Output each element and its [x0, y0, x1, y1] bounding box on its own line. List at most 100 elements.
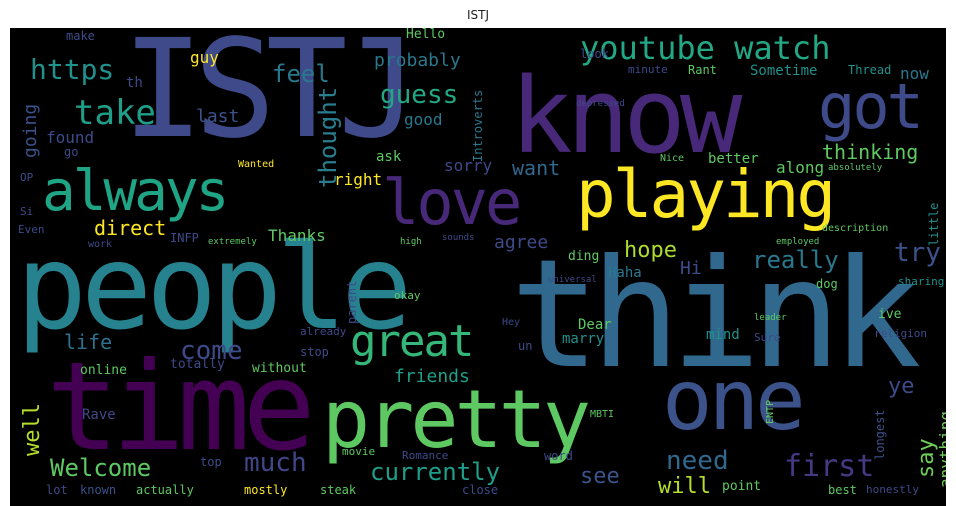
word-good: good	[404, 110, 443, 129]
word-youtube-watch: youtube watch	[580, 29, 831, 67]
word-ive: ive	[878, 307, 902, 322]
word-ask: ask	[376, 149, 402, 165]
word-go: go	[64, 145, 79, 159]
word-agree: agree	[494, 232, 549, 253]
word-steak: steak	[320, 483, 357, 497]
word-nice: Nice	[660, 153, 685, 164]
word-religion: religion	[874, 327, 927, 340]
word-try: try	[894, 238, 941, 268]
word-guy: guy	[190, 48, 219, 67]
word-movie: movie	[342, 445, 376, 458]
word-employed: employed	[776, 237, 820, 247]
word-guess: guess	[380, 80, 459, 110]
word-got: got	[818, 70, 924, 143]
word-leader: leader	[754, 313, 787, 323]
word-un: un	[518, 339, 533, 353]
word-close: close	[462, 483, 499, 497]
word-ye: ye	[888, 374, 915, 399]
word-extremely: extremely	[208, 237, 257, 247]
word-always: always	[42, 159, 229, 224]
word-mbti: MBTI	[590, 409, 615, 420]
word-take: take	[74, 93, 156, 133]
word-first: first	[784, 449, 875, 484]
word-little: little	[927, 202, 941, 246]
word-longest: longest	[873, 409, 887, 460]
word-playing: playing	[576, 156, 836, 233]
word-universal: universal	[548, 275, 597, 285]
word-feel: feel	[272, 60, 330, 88]
word-si: Si	[20, 205, 34, 218]
word-think: think	[510, 228, 922, 402]
word-th: th	[126, 75, 143, 91]
word-right: right	[334, 170, 383, 189]
word-description: description	[822, 223, 889, 234]
word-sharing: sharing	[898, 275, 945, 288]
word-thinking: thinking	[822, 140, 919, 164]
word-parent: parent	[345, 280, 359, 324]
word-dear: Dear	[578, 317, 612, 333]
word-great: great	[350, 316, 474, 367]
word-minute: minute	[628, 63, 668, 76]
word-dog: dog	[816, 277, 838, 291]
word-thread: Thread	[848, 63, 892, 77]
word-online: online	[80, 363, 127, 378]
word-one: one	[662, 351, 806, 449]
word-without: without	[252, 361, 307, 376]
word-high: high	[400, 237, 422, 247]
word-op: OP	[20, 171, 34, 184]
word-need: need	[666, 446, 729, 476]
word-okay: okay	[394, 289, 421, 302]
word-actually: actually	[136, 483, 194, 497]
word-now: now	[900, 64, 929, 83]
word-haha: Haha	[608, 265, 642, 281]
word-cloud: people think ISTJ know time pretty one p…	[10, 28, 946, 506]
word-found: found	[46, 128, 95, 147]
word-sure: Sure	[754, 331, 781, 344]
word-introverts: Introverts	[471, 89, 485, 162]
word-probably: probably	[374, 50, 461, 71]
word-really: really	[752, 246, 839, 274]
word-hey: Hey	[502, 317, 521, 328]
word-know: know	[510, 55, 742, 177]
word-rant: Rant	[688, 63, 717, 77]
word-anything: anything	[936, 410, 946, 488]
word-direct: direct	[94, 216, 167, 240]
word-sorry: sorry	[444, 156, 493, 175]
word-want: want	[512, 156, 561, 180]
word-say: say	[914, 438, 939, 478]
word-already: already	[300, 325, 347, 338]
word-people: people	[16, 218, 412, 356]
word-infp: INFP	[170, 231, 199, 245]
word-romance: Romance	[402, 449, 449, 462]
word-last: last	[196, 106, 240, 127]
word-pretty: pretty	[322, 373, 591, 466]
word-hi: Hi	[680, 258, 702, 279]
word-honestly: honestly	[866, 483, 919, 496]
word-https: https	[30, 53, 115, 86]
word-depressed: depressed	[576, 99, 625, 109]
word-wanted: Wanted	[238, 159, 275, 170]
word-going: going	[20, 103, 41, 158]
word-hello: Hello	[406, 28, 446, 42]
word-entp: ENTP	[765, 399, 776, 424]
word-along: along	[776, 158, 825, 177]
word-better: better	[708, 151, 759, 167]
word-mind: mind	[706, 327, 740, 343]
word-totally: totally	[170, 357, 225, 372]
word-rave: Rave	[82, 407, 116, 423]
word-time: time	[46, 336, 316, 478]
word-love: love	[382, 166, 522, 239]
word-best: best	[828, 483, 857, 497]
word-thanks: Thanks	[268, 226, 326, 245]
word-make: make	[66, 29, 95, 43]
word-sounds: sounds	[442, 233, 475, 243]
word-welcome: Welcome	[50, 454, 152, 482]
word-friends: friends	[394, 366, 470, 387]
word-will: will	[658, 474, 711, 499]
word-ding: ding	[568, 249, 600, 264]
word-mostly: mostly	[244, 483, 288, 497]
word-point: point	[722, 479, 762, 494]
word-life: life	[64, 330, 113, 354]
word-lot: lot	[46, 483, 68, 497]
word-hope: hope	[624, 238, 677, 263]
